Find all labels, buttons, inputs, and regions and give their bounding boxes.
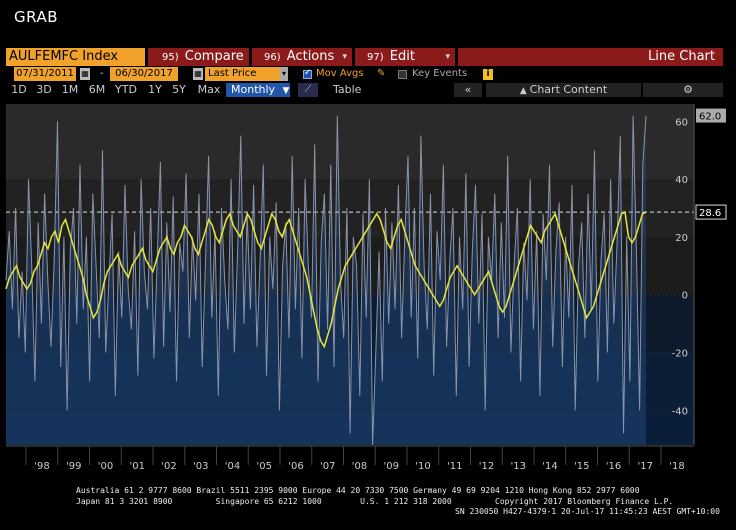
price-series-line bbox=[5, 115, 647, 446]
key-events-checkbox[interactable] bbox=[398, 70, 407, 79]
period-5y-button[interactable]: 5Y bbox=[172, 83, 186, 96]
line-graph-icon[interactable]: ⟋ bbox=[298, 83, 318, 97]
x-tick-label: '10 bbox=[415, 461, 430, 472]
edit-number: 97) bbox=[367, 52, 384, 63]
x-tick-label: '06 bbox=[288, 461, 303, 472]
mov-avg-series-line bbox=[5, 210, 647, 349]
period-1m-button[interactable]: 1M bbox=[61, 83, 79, 96]
x-tick-label: '18 bbox=[669, 461, 684, 472]
mov-avgs-label: Mov Avgs bbox=[316, 68, 364, 79]
chevron-down-icon: ▾ bbox=[445, 52, 450, 62]
field-select[interactable]: Last Price bbox=[205, 67, 287, 81]
y-tick-label: 40 bbox=[675, 175, 688, 186]
gear-icon[interactable]: ⚙ bbox=[643, 83, 723, 97]
calendar-icon[interactable]: ▦ bbox=[80, 68, 90, 80]
period-ytd-button[interactable]: YTD bbox=[115, 83, 137, 96]
footer-contacts-line2: Japan 81 3 3201 8900 Singapore 65 6212 1… bbox=[76, 497, 674, 506]
edit-button[interactable]: 97) Edit ▾ bbox=[355, 48, 455, 66]
window-title: GRAB bbox=[14, 8, 58, 26]
chart-content-label: Chart Content bbox=[529, 83, 608, 96]
x-tick-label: '07 bbox=[320, 461, 335, 472]
x-tick-label: '16 bbox=[606, 461, 621, 472]
ticker-field[interactable]: AULFEMFC Index bbox=[6, 48, 145, 66]
edit-label: Edit bbox=[389, 49, 415, 64]
period-3d-button[interactable]: 3D bbox=[36, 83, 52, 96]
end-date-input[interactable]: 06/30/2017 bbox=[110, 67, 178, 81]
value-tags: 62.0 28.6 bbox=[695, 108, 727, 220]
x-tick-label: '04 bbox=[225, 461, 240, 472]
footer-contacts-line1: Australia 61 2 9777 8600 Brazil 5511 239… bbox=[76, 486, 640, 495]
y-tick-label: -40 bbox=[672, 406, 688, 417]
mov-avg-tag: 28.6 bbox=[699, 208, 721, 219]
table-button[interactable]: Table bbox=[333, 83, 362, 96]
series-lines bbox=[5, 115, 647, 446]
chevron-down-icon: ▾ bbox=[342, 52, 347, 62]
x-axis: '98 '99 '00 '01 '02 '03 '04 '05 '06 '07 '08 '09 '10 '… bbox=[6, 445, 694, 472]
y-tick-label: 0 bbox=[682, 291, 688, 302]
actions-label: Actions bbox=[286, 49, 335, 64]
frequency-label: Monthly bbox=[231, 83, 276, 96]
chevron-down-icon: ▼ bbox=[282, 86, 290, 96]
x-tick-label: '14 bbox=[542, 461, 557, 472]
chart-type-label[interactable]: Line Chart bbox=[458, 48, 723, 66]
x-tick-label: '98 bbox=[34, 461, 49, 472]
last-value-tag-bg bbox=[696, 108, 726, 123]
x-tick-label: '01 bbox=[130, 461, 145, 472]
x-tick-label: '11 bbox=[447, 461, 462, 472]
actions-button[interactable]: 96) Actions ▾ bbox=[252, 48, 352, 66]
chevron-up-icon: ▲ bbox=[519, 86, 530, 96]
pencil-icon[interactable]: ✎ bbox=[377, 68, 386, 79]
x-tick-label: '12 bbox=[479, 461, 494, 472]
period-1d-button[interactable]: 1D bbox=[11, 83, 27, 96]
x-tick-label: '17 bbox=[638, 461, 653, 472]
x-tick-label: '09 bbox=[384, 461, 399, 472]
period-1y-button[interactable]: 1Y bbox=[148, 83, 162, 96]
date-separator: - bbox=[100, 68, 104, 79]
x-tick-label: '00 bbox=[98, 461, 113, 472]
x-tick-label: '02 bbox=[161, 461, 176, 472]
mov-avg-tag-bg bbox=[695, 204, 727, 220]
y-tick-label: -20 bbox=[672, 349, 688, 360]
key-events-label: Key Events bbox=[412, 68, 468, 79]
compare-number: 95) bbox=[162, 52, 179, 63]
x-tick-label: '13 bbox=[511, 461, 526, 472]
x-tick-label: '99 bbox=[66, 461, 81, 472]
period-6m-button[interactable]: 6M bbox=[88, 83, 106, 96]
start-date-input[interactable]: 07/31/2011 bbox=[14, 67, 76, 81]
compare-label: Compare bbox=[184, 49, 244, 64]
y-axis: 60 40 20 0 -20 -40 bbox=[672, 104, 695, 445]
x-tick-label: '03 bbox=[193, 461, 208, 472]
collapse-icon[interactable]: « bbox=[454, 83, 482, 97]
line-chart[interactable]: 60 40 20 0 -20 -40 '98 '99 '00 '01 '02 '03 '04 '05 '0… bbox=[0, 98, 736, 483]
period-max-button[interactable]: Max bbox=[197, 83, 221, 96]
y-tick-label: 20 bbox=[675, 233, 688, 244]
x-tick-label: '05 bbox=[257, 461, 272, 472]
x-tick-label: '15 bbox=[574, 461, 589, 472]
frequency-select[interactable]: Monthly ▼ bbox=[226, 83, 290, 97]
info-icon[interactable]: i bbox=[483, 69, 493, 80]
chevron-down-icon[interactable]: ▾ bbox=[280, 67, 288, 81]
actions-number: 96) bbox=[264, 52, 281, 63]
chart-content-button[interactable]: ▲ Chart Content bbox=[486, 83, 641, 97]
footer-session-info: SN 230050 H427-4379-1 20-Jul-17 11:45:23… bbox=[455, 507, 720, 516]
plot-band bbox=[6, 179, 694, 237]
compare-button[interactable]: 95) Compare bbox=[148, 48, 249, 66]
plot-band bbox=[6, 104, 694, 180]
y-tick-label: 60 bbox=[675, 117, 688, 128]
last-value-tag: 62.0 bbox=[699, 112, 721, 123]
mov-avgs-checkbox[interactable] bbox=[303, 68, 312, 79]
x-tick-label: '08 bbox=[352, 461, 367, 472]
calendar-icon[interactable]: ▦ bbox=[193, 68, 203, 80]
